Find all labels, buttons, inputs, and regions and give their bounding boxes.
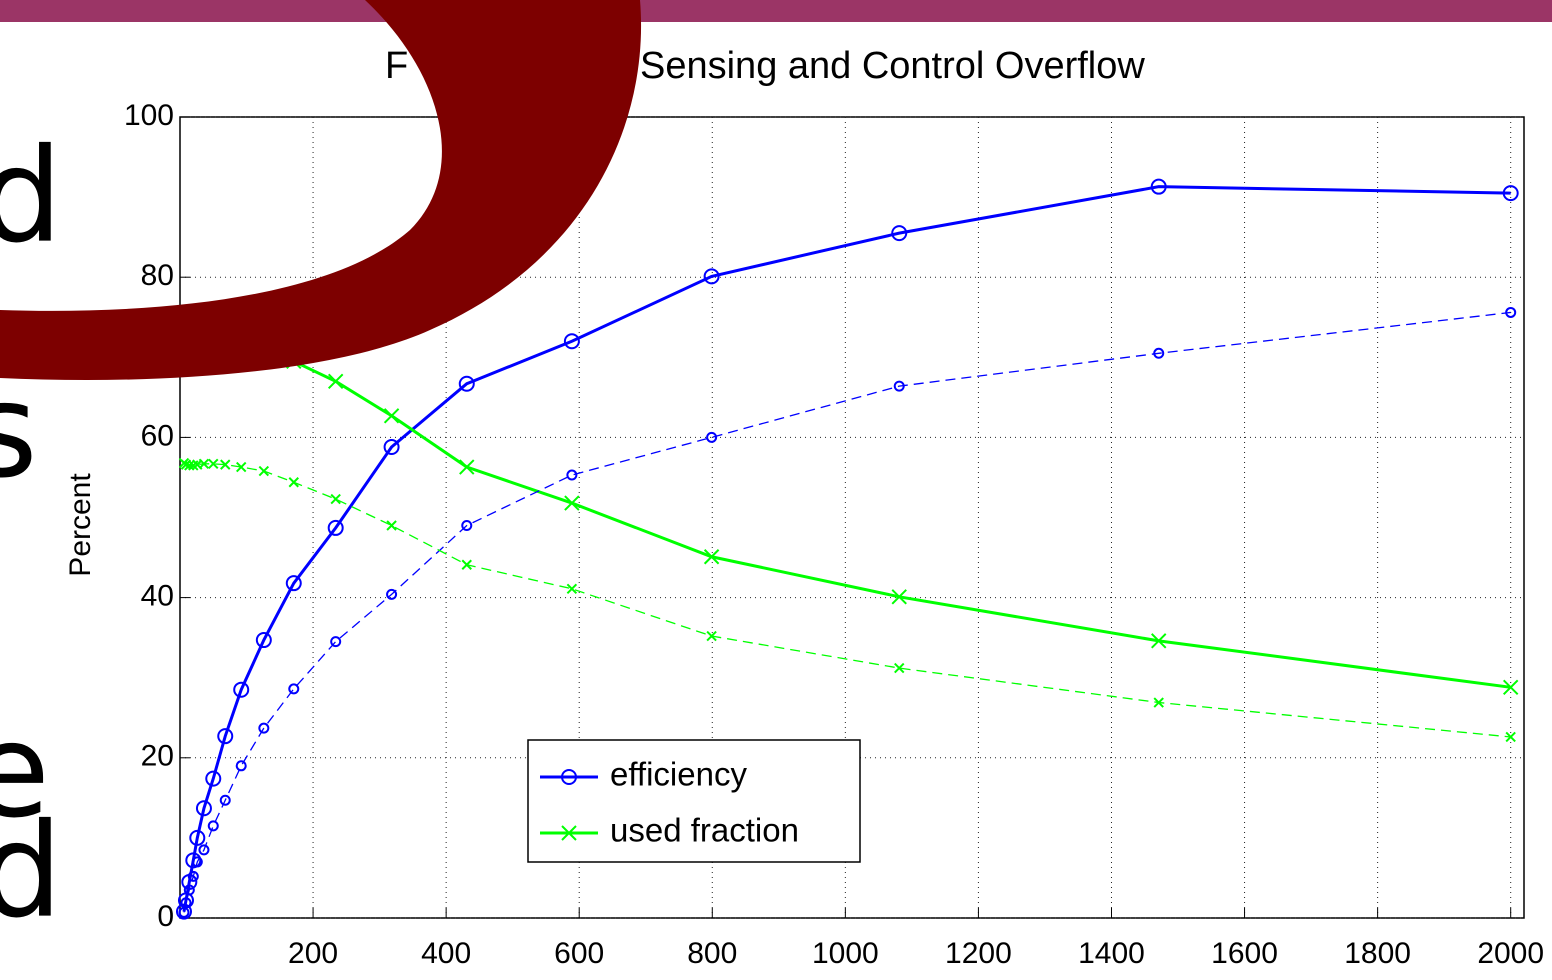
data-point	[1153, 347, 1165, 359]
data-point	[175, 903, 192, 920]
data-point	[383, 408, 400, 424]
top-bar	[0, 0, 1552, 22]
data-point	[383, 439, 400, 456]
data-point	[258, 722, 270, 734]
data-point	[893, 380, 905, 392]
data-point	[459, 459, 475, 475]
y-tick-label: 20	[141, 740, 174, 773]
data-point	[461, 520, 473, 532]
x-tick-label: 1600	[1211, 937, 1278, 970]
data-point	[1150, 178, 1167, 195]
data-point	[198, 844, 210, 856]
data-point	[330, 493, 341, 505]
data-point	[255, 632, 272, 649]
data-point	[191, 856, 203, 868]
data-point	[185, 852, 202, 869]
data-point	[208, 458, 219, 470]
x-tick-label: 200	[288, 937, 338, 970]
data-point	[236, 461, 247, 473]
y-tick-label: 0	[157, 900, 174, 933]
chart-title: Sensing and Control Overflow	[640, 45, 1145, 87]
data-point	[180, 897, 192, 909]
data-point	[258, 465, 270, 477]
x-tick-label: 1000	[812, 937, 879, 970]
legend-label: efficiency	[610, 756, 747, 793]
slide-text: e	[0, 695, 50, 847]
series-line	[183, 311, 1511, 913]
legend: efficiency used fraction	[527, 739, 861, 863]
data-point	[220, 459, 231, 470]
data-point	[205, 770, 222, 787]
decor-shape	[0, 0, 642, 381]
legend-label: used fraction	[610, 812, 799, 849]
data-point	[563, 333, 580, 350]
data-point	[706, 630, 717, 642]
y-tick-label: 60	[141, 419, 174, 452]
data-point	[891, 589, 907, 605]
data-point	[1151, 633, 1167, 649]
data-point	[187, 870, 199, 882]
data-point	[233, 681, 250, 698]
legend-marker	[561, 769, 577, 785]
data-point	[183, 884, 195, 896]
data-point	[330, 636, 342, 648]
x-tick-label: 1400	[1078, 937, 1145, 970]
data-point	[198, 458, 210, 470]
x-tick-label: 600	[554, 937, 604, 970]
chart-title-fragment: F	[385, 45, 408, 87]
data-point	[285, 575, 302, 592]
data-point	[1502, 185, 1519, 202]
data-point	[566, 583, 578, 594]
data-point	[1153, 697, 1164, 708]
slide-text: d	[0, 795, 63, 947]
data-point	[1505, 306, 1517, 318]
slide-text: d	[0, 120, 63, 272]
data-point	[235, 760, 247, 772]
data-point	[891, 225, 908, 242]
data-point	[327, 519, 344, 536]
data-point	[566, 469, 578, 481]
data-point	[564, 495, 580, 511]
legend-marker	[561, 825, 577, 841]
data-point	[703, 549, 720, 565]
x-tick-label: 2000	[1477, 937, 1544, 970]
y-tick-label: 40	[141, 580, 174, 613]
x-tick-label: 1800	[1344, 937, 1411, 970]
y-axis-label: Percent	[64, 473, 97, 577]
data-point	[288, 683, 300, 695]
data-point	[219, 794, 231, 806]
data-point	[461, 559, 472, 570]
data-point	[327, 373, 344, 390]
data-point	[207, 820, 219, 832]
x-tick-label: 1200	[945, 937, 1012, 970]
data-point	[894, 662, 905, 674]
data-point	[1502, 679, 1519, 696]
data-point	[189, 829, 206, 846]
data-point	[1505, 731, 1516, 743]
x-tick-label: 400	[421, 937, 471, 970]
legend-box	[527, 739, 861, 863]
data-point	[386, 520, 397, 531]
data-point	[458, 375, 475, 392]
chart: 200 400 600 800 1000 1200 1400 1600 1800 2000 0 20 4…	[64, 99, 1544, 970]
data-point	[288, 477, 299, 488]
data-point	[386, 588, 398, 600]
data-point	[217, 728, 234, 745]
y-tick-label: 100	[124, 99, 174, 132]
x-tick-label: 800	[687, 937, 737, 970]
y-tick-label: 80	[141, 259, 174, 292]
data-point	[195, 800, 212, 817]
data-point	[706, 431, 718, 443]
data-point	[703, 268, 720, 285]
slide-text: s	[0, 355, 38, 507]
